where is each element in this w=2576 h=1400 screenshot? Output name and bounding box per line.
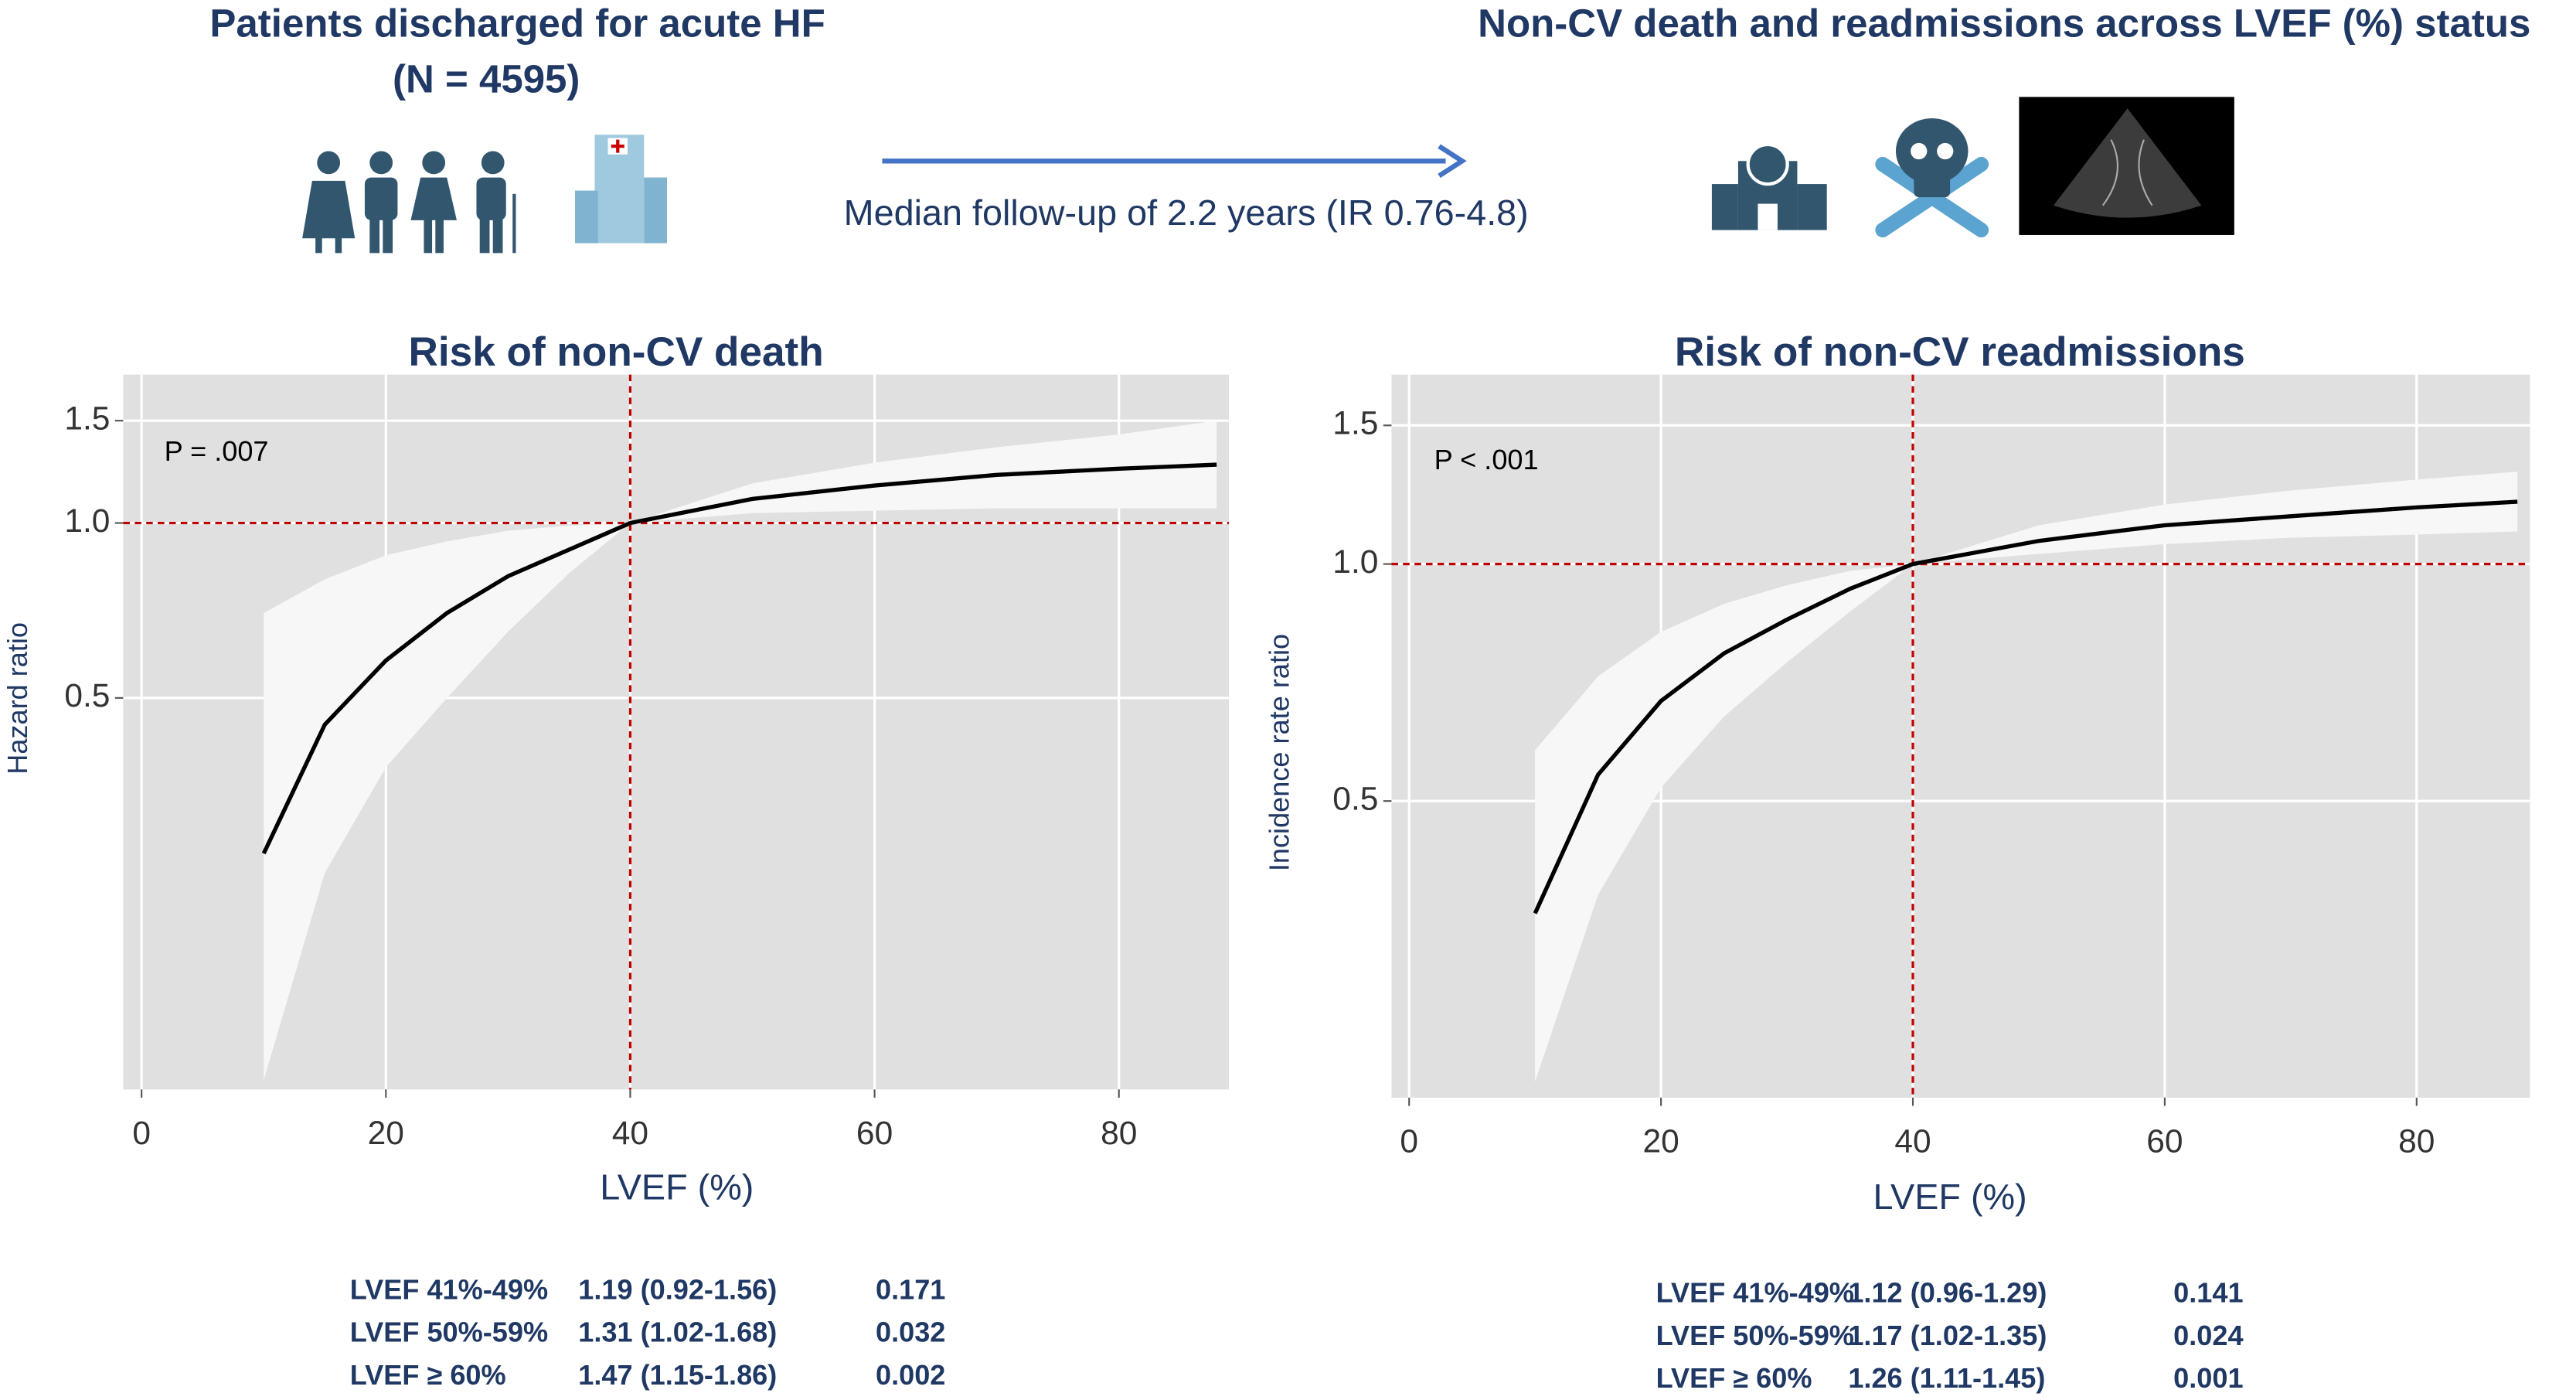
x-axis-label: LVEF (%) [600,1167,754,1207]
table-cell: 1.26 (1.11-1.45) [1848,1362,2045,1394]
left-title: Patients discharged for acute HF [209,1,825,45]
people-icon [302,151,516,254]
table-cell: 0.141 [2173,1277,2243,1309]
x-tick-label: 60 [856,1116,893,1152]
chart-title: Risk of non-CV readmissions [1675,329,2245,375]
table-cell: LVEF ≥ 60% [350,1359,506,1391]
p-value: P < .001 [1434,444,1539,475]
y-tick-label: 1.5 [64,400,110,437]
y-tick-label: 1.0 [64,503,110,540]
table-cell: LVEF 50%-59% [350,1317,548,1348]
table-cell: 1.19 (0.92-1.56) [578,1273,777,1305]
table-cell: 0.002 [876,1359,945,1391]
x-tick-label: 40 [612,1116,648,1152]
x-tick-label: 0 [1400,1124,1418,1160]
y-tick-label: 1.0 [1332,544,1378,581]
table-cell: 1.17 (1.02-1.35) [1848,1320,2047,1351]
y-axis-label: Hazard ratio [2,622,33,775]
left-subtitle: (N = 4595) [393,57,580,101]
y-tick-label: 0.5 [64,678,110,714]
p-value: P = .007 [165,435,269,467]
table-cell: 0.001 [2173,1362,2243,1394]
table-cell: LVEF 41%-49% [350,1273,548,1305]
estimate-line [261,462,1217,855]
table-cell: LVEF 50%-59% [1656,1320,1854,1351]
table-cell: 0.024 [2173,1320,2243,1351]
y-axis-label: Incidence rate ratio [1264,634,1295,871]
x-axis-label: LVEF (%) [1873,1177,2027,1217]
estimate-line [1533,499,2518,915]
follow-up: Median follow-up of 2.2 years (IR 0.76-4… [844,192,1529,233]
chart-title: Risk of non-CV death [409,329,824,375]
x-tick-label: 0 [132,1116,151,1152]
skull-icon [1875,118,1989,238]
right-title: Non-CV death and readmissions across LVE… [1478,1,2530,45]
arrow [882,144,1467,179]
table-cell: 0.032 [876,1317,945,1348]
x-tick-label: 60 [2146,1124,2183,1160]
x-tick-label: 40 [1894,1124,1931,1160]
x-tick-label: 20 [368,1116,404,1152]
echo-image [2019,97,2234,235]
x-tick-label: 80 [1101,1116,1137,1152]
hospital-icon-2 [1711,142,1827,230]
y-tick-label: 1.5 [1332,406,1378,442]
table-cell: 1.31 (1.02-1.68) [578,1317,777,1348]
table-cell: LVEF ≥ 60% [1656,1362,1812,1394]
hospital-icon [574,135,668,244]
table-cell: 1.12 (0.96-1.29) [1848,1277,2047,1309]
confidence-band [264,421,1217,1081]
table-cell: 0.171 [876,1273,945,1305]
table-cell: LVEF 41%-49% [1656,1277,1854,1309]
table-cell: 1.47 (1.15-1.86) [578,1359,777,1391]
y-tick-label: 0.5 [1332,781,1378,817]
x-tick-label: 80 [2398,1124,2435,1160]
x-tick-label: 20 [1642,1124,1679,1160]
